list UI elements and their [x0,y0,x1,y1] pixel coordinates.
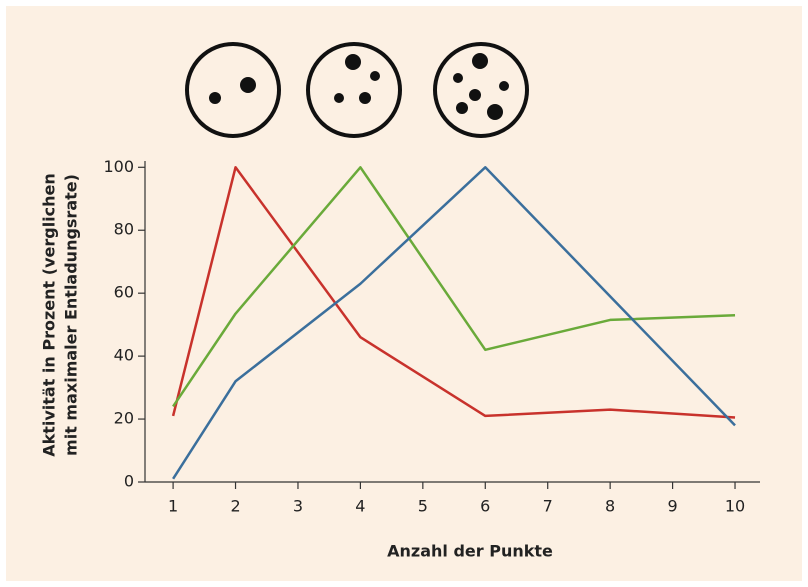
x-tick-label: 9 [667,497,677,516]
x-tick-label: 4 [355,497,365,516]
x-tick-label: 1 [168,497,178,516]
y-axis-label: Aktivität in Prozent (verglichen [40,173,59,457]
x-tick-label: 3 [293,497,303,516]
x-tick-label: 5 [418,497,428,516]
x-tick-label: 2 [230,497,240,516]
y-axis-label: mit maximaler Entladungsrate) [62,174,81,456]
x-axis-label: Anzahl der Punkte [387,542,553,561]
y-tick-label: 0 [124,472,134,491]
x-tick-label: 6 [480,497,490,516]
x-tick-label: 8 [605,497,615,516]
y-tick-label: 40 [114,346,134,365]
y-tick-label: 80 [114,220,134,239]
y-tick-label: 60 [114,283,134,302]
y-tick-label: 100 [103,157,134,176]
chart: Anzahl der Punkte Aktivität in Prozent (… [0,0,808,587]
y-tick-label: 20 [114,409,134,428]
x-tick-label: 10 [725,497,745,516]
x-tick-label: 7 [543,497,553,516]
